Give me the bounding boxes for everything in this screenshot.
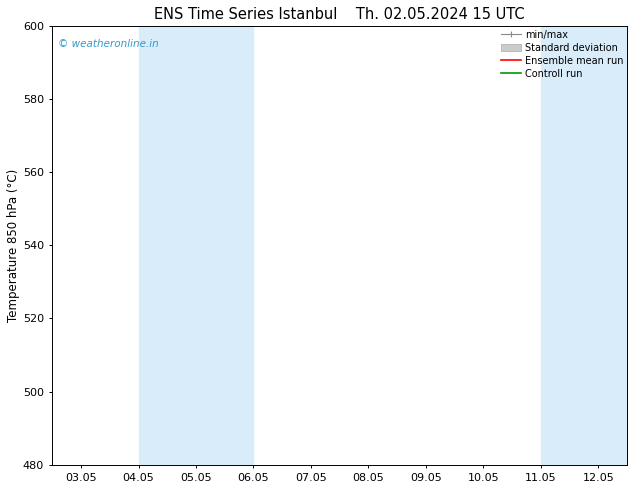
Bar [138, 26, 254, 465]
Bar [541, 26, 634, 465]
Y-axis label: Temperature 850 hPa (°C): Temperature 850 hPa (°C) [7, 169, 20, 322]
Text: © weatheronline.in: © weatheronline.in [58, 39, 158, 49]
Legend: min/max, Standard deviation, Ensemble mean run, Controll run: min/max, Standard deviation, Ensemble me… [500, 28, 625, 80]
Title: ENS Time Series Istanbul    Th. 02.05.2024 15 UTC: ENS Time Series Istanbul Th. 02.05.2024 … [154, 7, 525, 22]
